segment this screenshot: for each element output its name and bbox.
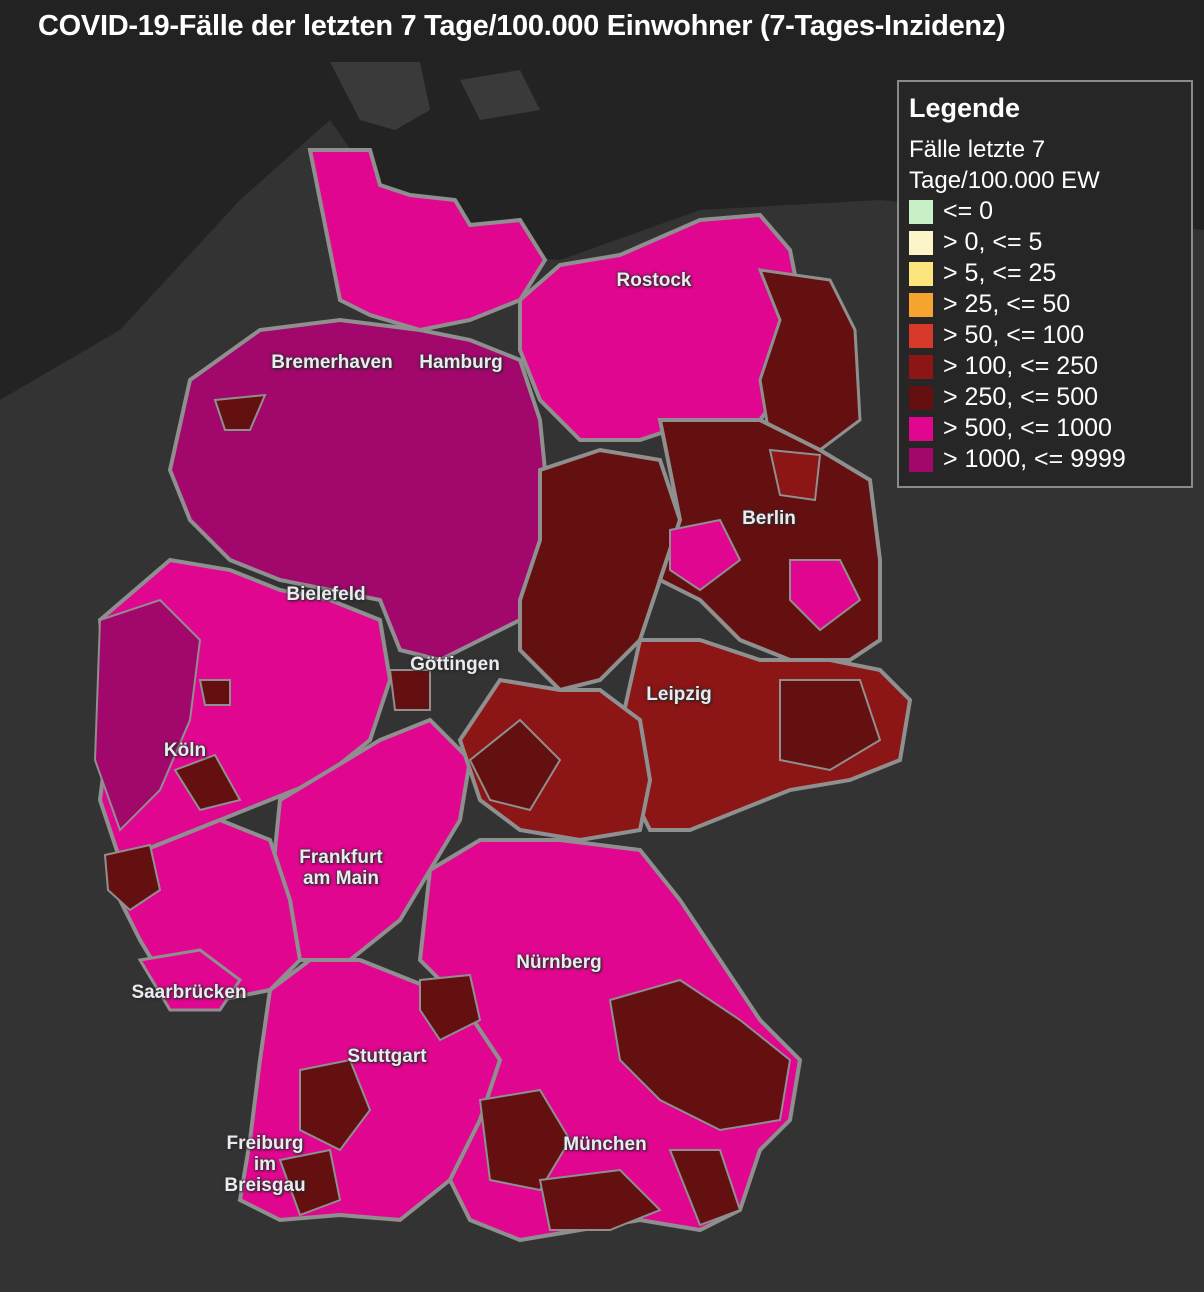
region-saarland <box>137 948 243 1012</box>
region-berlin-area <box>768 448 822 502</box>
region-nrw-dark-2 <box>198 679 231 706</box>
legend-panel: Legende Fälle letzte 7 Tage/100.000 EW <… <box>897 80 1193 488</box>
region-luxembourg-border <box>103 843 162 912</box>
region-schleswig-holstein <box>307 148 548 333</box>
region-bayern-east-dark <box>608 978 792 1132</box>
city-label-freiburg: Freiburg im Breisgau <box>224 1133 306 1196</box>
city-label-nuernberg: Nürnberg <box>516 952 602 973</box>
region-brandenburg-pink-2 <box>789 559 862 632</box>
region-brandenburg-pink-1 <box>669 518 742 592</box>
legend-item[interactable]: > 500, <= 1000 <box>909 413 1181 444</box>
legend-swatch <box>909 292 933 317</box>
city-label-frankfurt: Frankfurt am Main <box>299 847 383 889</box>
legend-label: > 0, <= 5 <box>943 228 1043 256</box>
region-thueringen-dark <box>468 718 562 812</box>
legend-swatch <box>909 385 933 410</box>
city-label-koeln: Köln <box>163 740 207 761</box>
city-label-bielefeld: Bielefeld <box>286 584 366 605</box>
region-bayern-alps-dark <box>538 1168 662 1231</box>
city-label-saarbruecken: Saarbrücken <box>131 982 247 1003</box>
legend-item[interactable]: > 1000, <= 9999 <box>909 444 1181 475</box>
legend-swatch <box>909 199 933 224</box>
legend-item[interactable]: > 5, <= 25 <box>909 258 1181 289</box>
legend-label: > 100, <= 250 <box>943 352 1099 380</box>
legend-swatch <box>909 261 933 286</box>
legend-item[interactable]: <= 0 <box>909 196 1181 227</box>
region-bayern-south-dark <box>478 1088 572 1192</box>
legend-item[interactable]: > 250, <= 500 <box>909 382 1181 413</box>
legend-item[interactable]: > 25, <= 50 <box>909 289 1181 320</box>
legend-swatch <box>909 323 933 348</box>
legend-label: > 250, <= 500 <box>943 383 1099 411</box>
region-bw-dark-3 <box>278 1148 342 1217</box>
legend-label: > 25, <= 50 <box>943 290 1071 318</box>
legend-label: > 50, <= 100 <box>943 321 1085 349</box>
city-label-bremerhaven: Bremerhaven <box>271 352 393 373</box>
legend-subtitle: Fälle letzte 7 Tage/100.000 EW <box>909 136 1100 194</box>
region-bw-dark-1 <box>299 1058 372 1152</box>
legend-items: <= 0 > 0, <= 5 > 5, <= 25 > 25, <= 50 > 50, … <box>909 196 1181 475</box>
legend-heading: Legende <box>909 93 1021 123</box>
city-label-muenchen: München <box>563 1134 647 1155</box>
title-bar: COVID-19-Fälle der letzten 7 Tage/100.00… <box>0 0 1204 62</box>
legend-label: > 1000, <= 9999 <box>943 445 1126 473</box>
city-label-hamburg: Hamburg <box>419 352 503 373</box>
legend-swatch <box>909 447 933 472</box>
city-label-rostock: Rostock <box>616 270 692 291</box>
legend-item[interactable]: > 50, <= 100 <box>909 320 1181 351</box>
island <box>460 70 540 120</box>
region-sachsen-dark <box>779 679 882 772</box>
region-niedersachsen <box>167 317 563 663</box>
region-bayern-east-dark-2 <box>668 1149 742 1227</box>
legend-item[interactable]: > 0, <= 5 <box>909 227 1181 258</box>
region-nrw-west <box>93 598 202 832</box>
map-title: COVID-19-Fälle der letzten 7 Tage/100.00… <box>38 10 1006 42</box>
region-nrw-dark-1 <box>173 753 242 812</box>
legend-label: > 5, <= 25 <box>943 259 1057 287</box>
legend-swatch <box>909 230 933 255</box>
city-label-goettingen: Göttingen <box>410 654 500 675</box>
city-label-berlin: Berlin <box>742 508 796 529</box>
legend-label: <= 0 <box>943 197 994 225</box>
danish-coast <box>330 62 430 130</box>
region-sachsen-anhalt <box>518 447 683 693</box>
city-label-stuttgart: Stuttgart <box>347 1046 427 1067</box>
legend-label: > 500, <= 1000 <box>943 414 1112 442</box>
region-niedersachsen-dark <box>213 393 267 431</box>
legend-swatch <box>909 416 933 441</box>
region-hessen-dark <box>388 669 431 711</box>
region-bw-dark-2 <box>419 973 482 1042</box>
city-label-leipzig: Leipzig <box>646 684 712 705</box>
legend-item[interactable]: > 100, <= 250 <box>909 351 1181 382</box>
legend-swatch <box>909 354 933 379</box>
